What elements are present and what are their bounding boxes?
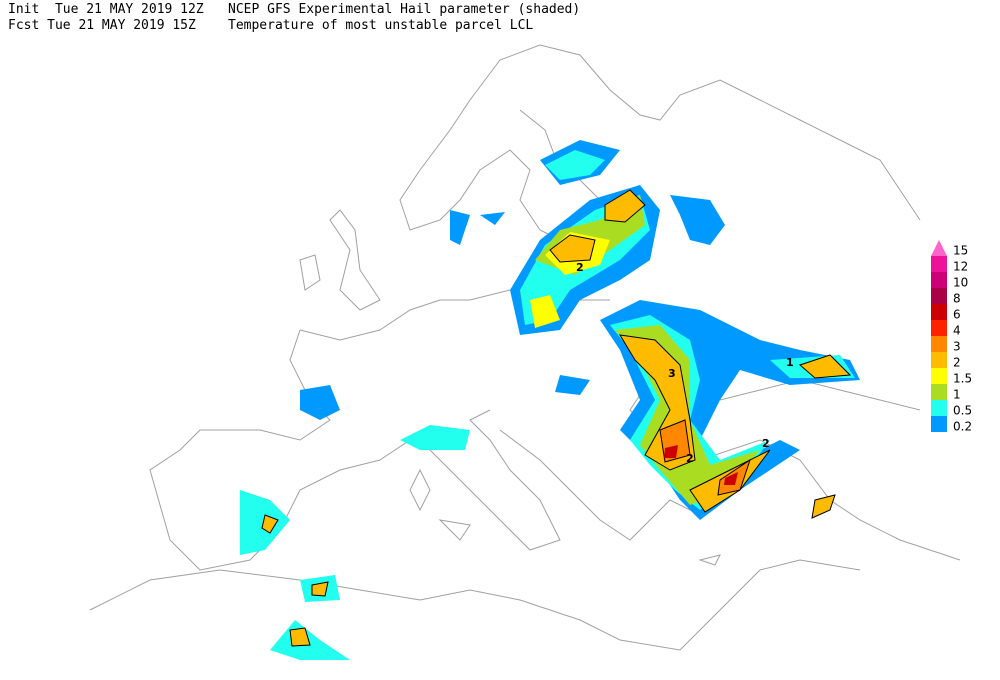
colorbar-label: 1 (953, 388, 961, 402)
colorbar-triangle (931, 240, 947, 256)
colorbar-label: 8 (953, 292, 961, 306)
colorbar-label: 0.5 (953, 404, 972, 418)
colorbar-swatch (931, 288, 947, 304)
colorbar-label: 1.5 (953, 372, 972, 386)
contour-label: 2 (762, 437, 770, 450)
colorbar-swatch (931, 352, 947, 368)
colorbar-swatch (931, 256, 947, 272)
colorbar: 15 12 10 8 6 4 3 2 1.5 1 0.5 0.2 (931, 240, 972, 434)
colorbar-label: 2 (953, 356, 961, 370)
contour-label: 2 (576, 261, 584, 274)
colorbar-swatch (931, 320, 947, 336)
colorbar-swatch (931, 416, 947, 432)
colorbar-swatch (931, 272, 947, 288)
init-text: Init Tue 21 MAY 2019 12Z (8, 2, 204, 17)
contour-label: 1 (786, 356, 794, 369)
colorbar-swatch (931, 384, 947, 400)
hail-shading (240, 140, 860, 660)
colorbar-label: 15 (953, 244, 968, 258)
subtitle: Temperature of most unstable parcel LCL (228, 18, 533, 33)
colorbar-label: 12 (953, 260, 968, 274)
colorbar-swatch (931, 400, 947, 416)
colorbar-swatch (931, 368, 947, 384)
contour-label: 2 (686, 452, 694, 465)
colorbar-label: 6 (953, 308, 961, 322)
colorbar-label: 10 (953, 276, 968, 290)
colorbar-swatch (931, 304, 947, 320)
title: NCEP GFS Experimental Hail parameter (sh… (228, 2, 580, 17)
colorbar-label: 0.2 (953, 420, 972, 434)
colorbar-swatch (931, 336, 947, 352)
contour-labels: 2 3 2 2 1 (576, 261, 794, 465)
fcst-text: Fcst Tue 21 MAY 2019 15Z (8, 18, 196, 33)
colorbar-label: 3 (953, 340, 961, 354)
colorbar-label: 4 (953, 324, 961, 338)
coastlines (89, 44, 961, 651)
contour-label: 3 (668, 367, 676, 380)
